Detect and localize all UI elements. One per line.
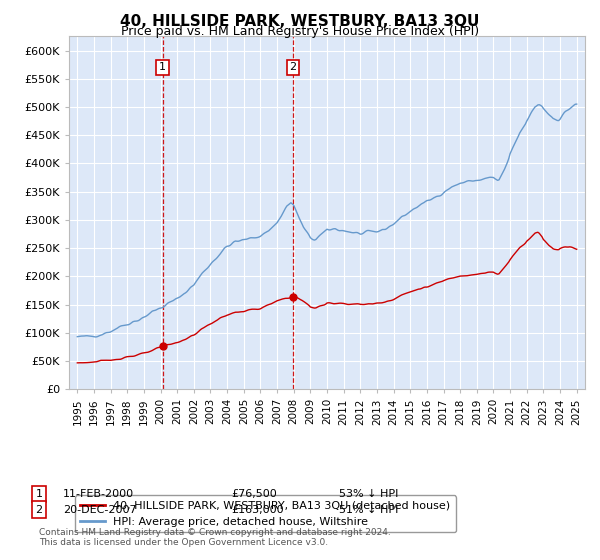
Text: 51% ↓ HPI: 51% ↓ HPI — [339, 505, 398, 515]
Text: Contains HM Land Registry data © Crown copyright and database right 2024.
This d: Contains HM Land Registry data © Crown c… — [39, 528, 391, 547]
Text: 11-FEB-2000: 11-FEB-2000 — [63, 489, 134, 499]
Text: 1: 1 — [35, 489, 43, 499]
Text: 2: 2 — [289, 63, 296, 72]
Text: 20-DEC-2007: 20-DEC-2007 — [63, 505, 137, 515]
Text: £76,500: £76,500 — [231, 489, 277, 499]
Text: Price paid vs. HM Land Registry's House Price Index (HPI): Price paid vs. HM Land Registry's House … — [121, 25, 479, 38]
Text: 53% ↓ HPI: 53% ↓ HPI — [339, 489, 398, 499]
Text: 2: 2 — [35, 505, 43, 515]
Text: 1: 1 — [159, 63, 166, 72]
Text: £163,000: £163,000 — [231, 505, 284, 515]
Legend: 40, HILLSIDE PARK, WESTBURY, BA13 3QU (detached house), HPI: Average price, deta: 40, HILLSIDE PARK, WESTBURY, BA13 3QU (d… — [74, 495, 456, 532]
Text: 40, HILLSIDE PARK, WESTBURY, BA13 3QU: 40, HILLSIDE PARK, WESTBURY, BA13 3QU — [121, 14, 479, 29]
